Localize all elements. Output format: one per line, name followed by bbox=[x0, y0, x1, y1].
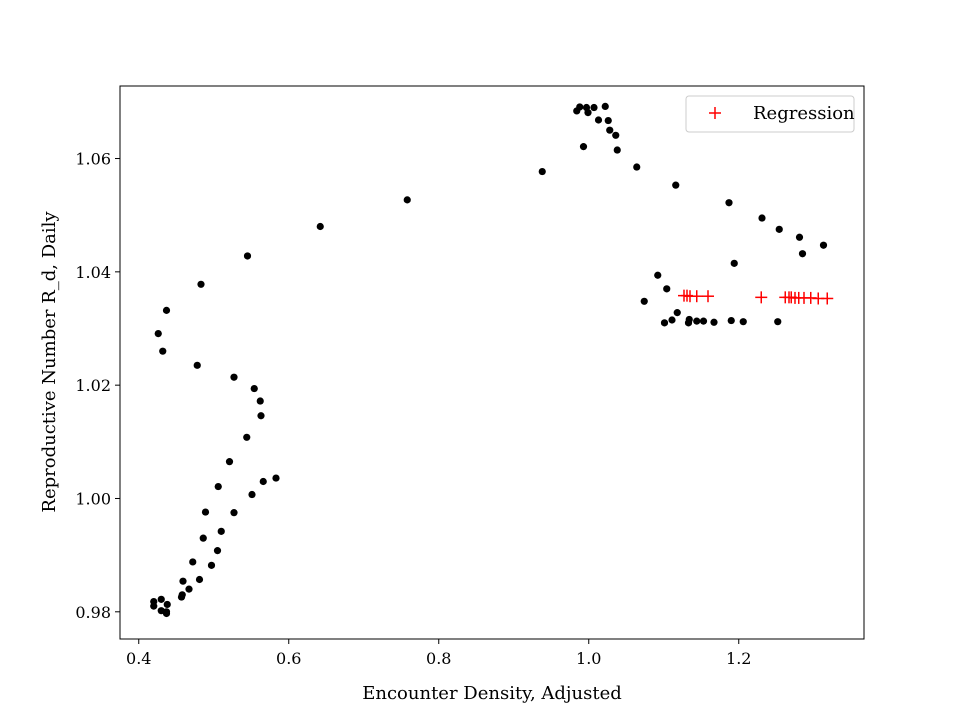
observed-point bbox=[250, 384, 258, 393]
observed-point bbox=[819, 241, 828, 249]
observed-point bbox=[207, 561, 216, 569]
observed-point bbox=[730, 259, 738, 267]
regression-point bbox=[821, 292, 834, 305]
legend-marker-plus-icon bbox=[709, 107, 721, 119]
observed-point bbox=[225, 458, 234, 466]
observed-point bbox=[775, 225, 783, 233]
observed-point bbox=[774, 318, 782, 326]
observed-point bbox=[699, 317, 708, 325]
observed-point bbox=[604, 116, 612, 125]
observed-point bbox=[195, 575, 204, 584]
y-tick-label: 1.02 bbox=[75, 376, 111, 395]
x-tick-label: 1.2 bbox=[726, 649, 751, 668]
observed-point bbox=[654, 271, 662, 279]
observed-point bbox=[668, 316, 676, 324]
y-tick-label: 1.00 bbox=[75, 489, 111, 508]
observed-point bbox=[316, 222, 324, 231]
y-tick-label: 1.06 bbox=[75, 150, 111, 169]
observed-point bbox=[795, 233, 804, 241]
x-tick-label: 0.4 bbox=[126, 649, 151, 668]
observed-point bbox=[162, 609, 171, 618]
observed-point bbox=[157, 595, 165, 603]
regression-point bbox=[702, 290, 714, 303]
observed-point bbox=[272, 474, 280, 482]
observed-point bbox=[590, 103, 598, 112]
observed-point bbox=[214, 482, 222, 491]
observed-point bbox=[693, 317, 701, 325]
observed-point bbox=[259, 477, 267, 486]
observed-point bbox=[584, 109, 592, 117]
observed-point bbox=[230, 509, 238, 517]
observed-point bbox=[601, 102, 609, 110]
observed-point bbox=[154, 330, 162, 338]
x-tick-label: 0.6 bbox=[276, 649, 301, 668]
regression-point bbox=[755, 291, 768, 304]
observed-point bbox=[673, 309, 681, 317]
observed-point bbox=[162, 306, 171, 314]
observed-point bbox=[403, 196, 411, 204]
x-tick-label: 0.8 bbox=[426, 649, 451, 668]
observed-point bbox=[685, 315, 693, 324]
legend-label-regression: Regression bbox=[753, 103, 855, 124]
observed-point bbox=[178, 591, 186, 599]
observed-point bbox=[243, 252, 252, 260]
observed-point bbox=[579, 143, 588, 151]
observed-point bbox=[189, 558, 197, 566]
observed-point bbox=[739, 318, 747, 326]
observed-point bbox=[257, 412, 265, 420]
y-axis-label: Reproductive Number R_d, Daily bbox=[39, 211, 60, 513]
observed-point bbox=[640, 297, 648, 305]
observed-point bbox=[199, 534, 207, 542]
plot-area-frame bbox=[119, 85, 865, 640]
observed-point bbox=[758, 214, 766, 222]
observed-point bbox=[197, 280, 205, 288]
x-tick-label: 1.0 bbox=[576, 649, 601, 668]
observed-point bbox=[538, 167, 546, 176]
observed-point bbox=[727, 316, 735, 325]
observed-point bbox=[179, 577, 187, 585]
observed-point bbox=[725, 199, 733, 207]
observed-point bbox=[185, 585, 193, 593]
observed-point bbox=[613, 146, 621, 154]
observed-point bbox=[633, 163, 641, 171]
observed-point bbox=[159, 347, 167, 355]
observed-point bbox=[243, 433, 251, 441]
observed-point bbox=[217, 527, 225, 535]
observed-point bbox=[672, 181, 680, 189]
observed-point bbox=[660, 319, 669, 327]
observed-point bbox=[201, 508, 210, 516]
observed-point bbox=[612, 131, 620, 139]
observed-point bbox=[150, 598, 158, 606]
observed-point bbox=[606, 126, 614, 134]
axis-ticks: 0.4 0.6 0.8 1.0 1.2 0.98 1.00 1.02 1.04 1.06 bbox=[75, 150, 751, 668]
observed-point bbox=[798, 250, 807, 258]
observed-point bbox=[163, 600, 171, 609]
legend-box bbox=[685, 95, 855, 133]
legend: Regression bbox=[685, 95, 855, 133]
observed-point bbox=[248, 490, 256, 499]
observed-point bbox=[256, 397, 264, 405]
observed-point bbox=[663, 285, 671, 293]
y-tick-label: 0.98 bbox=[75, 603, 111, 622]
observed-point bbox=[710, 318, 718, 326]
observed-point bbox=[594, 116, 603, 124]
y-tick-label: 1.04 bbox=[75, 263, 111, 282]
observed-point bbox=[213, 547, 222, 555]
observed-point bbox=[576, 103, 584, 111]
x-axis-label: Encounter Density, Adjusted bbox=[362, 683, 622, 704]
regression-point bbox=[690, 290, 703, 303]
data-points bbox=[150, 102, 834, 618]
observed-point bbox=[230, 373, 238, 381]
observed-point bbox=[193, 361, 201, 369]
